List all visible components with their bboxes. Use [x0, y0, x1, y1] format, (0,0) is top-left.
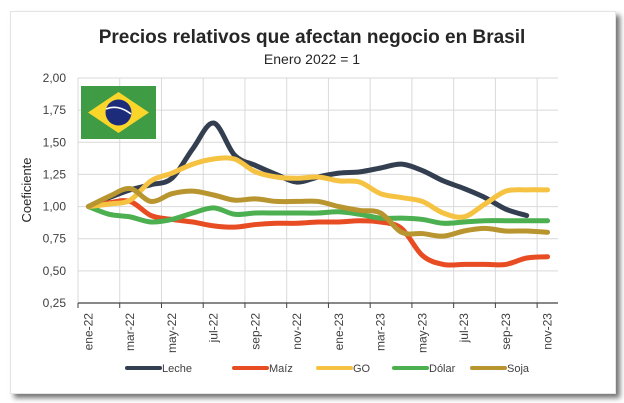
legend-item-go: GO — [316, 363, 371, 375]
chart-subtitle: Enero 2022 = 1 — [263, 51, 361, 67]
x-axis: ene-22 mar-22 may-22 jul-22 sep-22 nov-22 ene-… — [77, 302, 558, 353]
x-tick-label: may-22 — [165, 313, 179, 353]
x-tick-label: jul-23 — [457, 313, 471, 344]
x-tick-label: may-23 — [415, 313, 429, 353]
chart-title: Precios relativos que afectan negocio en… — [98, 27, 526, 48]
legend: Leche Maíz GO Dólar Soja — [125, 363, 530, 375]
x-tick-label: mar-23 — [374, 313, 388, 351]
legend-label-go: GO — [353, 363, 371, 375]
series-line-soja — [85, 186, 551, 239]
legend-item-leche: Leche — [125, 363, 192, 375]
y-tick-label: 0,75 — [43, 232, 67, 246]
x-tick-label: nov-23 — [541, 313, 555, 350]
x-tick-label: mar-22 — [123, 313, 137, 351]
y-tick-label: 1,50 — [43, 135, 67, 149]
y-tick-label: 1,00 — [43, 200, 67, 214]
x-tick-label: sep-23 — [499, 313, 513, 350]
x-tick-label: nov-22 — [290, 313, 304, 350]
y-tick-label: 2,00 — [43, 71, 67, 85]
series-lines — [85, 120, 551, 268]
y-tick-label: 0,25 — [43, 296, 67, 310]
x-tick-label: ene-22 — [81, 313, 95, 351]
legend-label-dolar: Dólar — [429, 363, 456, 375]
y-axis-ticks: 0,25 0,50 0,75 1,00 1,25 1,50 1,75 2,00 — [43, 71, 67, 310]
flag-blue-globe — [105, 99, 132, 126]
legend-item-dolar: Dólar — [392, 363, 456, 375]
series-line-leche — [85, 120, 530, 219]
legend-label-soja: Soja — [507, 363, 530, 375]
series-line-dolar — [85, 204, 551, 226]
x-tick-label: jul-22 — [207, 313, 221, 344]
y-axis-title: Coeficiente — [19, 157, 34, 222]
x-tick-label: sep-22 — [248, 313, 262, 350]
legend-item-maiz: Maíz — [232, 363, 293, 375]
flag-band — [105, 106, 132, 115]
legend-label-maiz: Maíz — [269, 363, 293, 375]
legend-item-soja: Soja — [470, 363, 530, 375]
y-tick-label: 1,75 — [43, 103, 67, 117]
legend-label-leche: Leche — [162, 363, 192, 375]
brazil-flag-image — [81, 86, 156, 139]
y-tick-label: 1,25 — [43, 167, 67, 181]
x-tick-label: ene-23 — [332, 313, 346, 351]
series-line-go — [85, 155, 551, 220]
y-tick-label: 0,50 — [43, 264, 67, 278]
